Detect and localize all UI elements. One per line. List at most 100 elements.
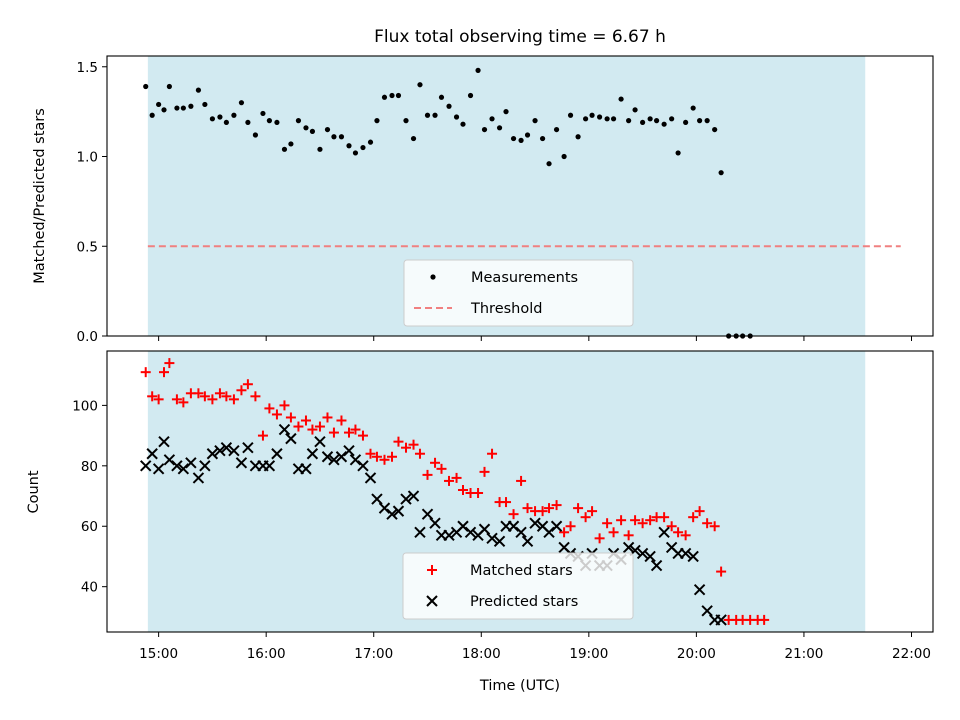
matched-star-point — [694, 506, 705, 517]
matched-star-point — [159, 367, 170, 378]
ratio-panel: Matched/Predicted stars 0.0 0.5 1.0 1.5 Meas… — [32, 55, 934, 345]
predicted-star-point — [378, 502, 391, 514]
x-b — [192, 472, 205, 484]
matched-star-point — [393, 436, 404, 447]
count-ytick-label: 100 — [72, 398, 98, 414]
predicted-star-point — [507, 520, 520, 532]
matched-star-point — [544, 503, 555, 514]
x-b — [158, 435, 170, 448]
measurement-point — [583, 116, 589, 122]
x-b — [521, 535, 534, 548]
predicted-star-point — [636, 547, 649, 560]
matched-star-point — [207, 394, 218, 405]
predicted-star-point — [140, 460, 152, 472]
x-b — [429, 517, 441, 529]
matched-star-point — [608, 527, 619, 538]
measurement-point — [281, 146, 288, 152]
matched-star-point — [473, 488, 484, 499]
predicted-star-point — [429, 517, 441, 529]
matched-star-point — [559, 527, 570, 538]
measurement-point — [518, 137, 524, 143]
x-b — [185, 457, 197, 469]
matched-star-point — [153, 394, 164, 405]
x-b — [658, 526, 670, 538]
x-b — [214, 445, 226, 457]
measurement-point — [288, 141, 294, 147]
x-b — [321, 451, 334, 463]
xtick-label: 15:00 — [139, 646, 178, 662]
matched-star-point — [487, 448, 498, 459]
x-b — [242, 441, 254, 454]
ratio-ytick-label: 1.0 — [77, 150, 98, 166]
matched-star-point — [702, 518, 713, 529]
matched-star-point — [594, 533, 605, 544]
x-b — [235, 457, 248, 469]
xtick-label: 17:00 — [354, 646, 393, 662]
matched-star-point — [630, 515, 641, 526]
measurement-point — [338, 134, 345, 140]
matched-star-point — [171, 394, 182, 405]
matched-star-point — [328, 427, 339, 438]
predicted-star-point — [343, 445, 355, 457]
matched-star-point — [400, 442, 411, 453]
measurement-point — [395, 92, 402, 99]
predicted-star-point — [349, 454, 362, 466]
measurement-point — [690, 105, 696, 111]
xtick-label: 22:00 — [892, 646, 931, 662]
measurement-point — [604, 116, 610, 122]
predicted-star-point — [515, 526, 527, 538]
matched-star-point — [666, 521, 677, 532]
x-b — [622, 541, 635, 554]
measurement-point — [174, 105, 180, 111]
matched-star-point — [759, 614, 770, 625]
measurement-point — [245, 119, 251, 126]
legend-marker-x-b — [426, 595, 438, 607]
measurement-point — [661, 121, 667, 127]
predicted-star-point — [321, 451, 334, 463]
predicted-star-point — [300, 463, 312, 475]
x-b — [335, 451, 348, 463]
matched-star-point — [422, 469, 433, 480]
x-b — [478, 523, 491, 535]
count-axes-frame — [106, 350, 934, 633]
measurement-point — [481, 126, 488, 133]
ratio-legend-box — [403, 259, 634, 327]
predicted-star-point — [386, 508, 398, 520]
measurement-point — [503, 109, 509, 115]
matched-star-point — [193, 388, 204, 399]
x-b — [392, 505, 405, 517]
predicted-star-point — [146, 448, 158, 460]
measurement-point — [352, 150, 359, 156]
predicted-star-point — [364, 472, 377, 484]
measurement-point — [460, 121, 466, 127]
x-b — [263, 460, 276, 472]
x-b — [400, 493, 412, 505]
measurement-point — [475, 67, 481, 73]
matched-star-point — [285, 412, 296, 423]
matched-star-point — [508, 509, 519, 520]
matched-star-point — [307, 424, 318, 435]
matched-star-point — [537, 506, 548, 517]
measurement-point — [697, 118, 703, 124]
matched-star-point — [645, 515, 656, 526]
measurement-point — [712, 126, 718, 133]
matched-star-point — [522, 503, 533, 514]
matched-star-point — [371, 451, 382, 462]
measurement-point — [567, 112, 574, 118]
x-b — [199, 460, 211, 472]
predicted-star-point — [392, 505, 405, 517]
predicted-star-point — [407, 490, 420, 502]
x-b — [357, 460, 369, 472]
measurement-point — [367, 139, 374, 145]
matched-star-point — [140, 367, 151, 378]
matched-star-point — [430, 457, 441, 468]
ratio-legend: Measurements Threshold — [403, 259, 634, 327]
predicted-star-point — [220, 441, 233, 454]
x-b — [177, 463, 190, 475]
matched-star-point — [147, 391, 158, 402]
legend-label: Matched stars — [470, 563, 573, 579]
x-b — [414, 526, 426, 538]
predicted-star-point — [235, 457, 248, 469]
matched-star-point — [199, 391, 210, 402]
x-b — [364, 472, 377, 484]
